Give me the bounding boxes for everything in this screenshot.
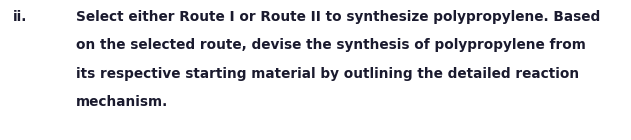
Text: mechanism.: mechanism. [76,95,168,109]
Text: ii.: ii. [13,10,27,24]
Text: on the selected route, devise the synthesis of polypropylene from: on the selected route, devise the synthe… [76,38,586,52]
Text: Select either Route I or Route II to synthesize polypropylene. Based: Select either Route I or Route II to syn… [76,10,600,24]
Text: its respective starting material by outlining the detailed reaction: its respective starting material by outl… [76,67,579,81]
